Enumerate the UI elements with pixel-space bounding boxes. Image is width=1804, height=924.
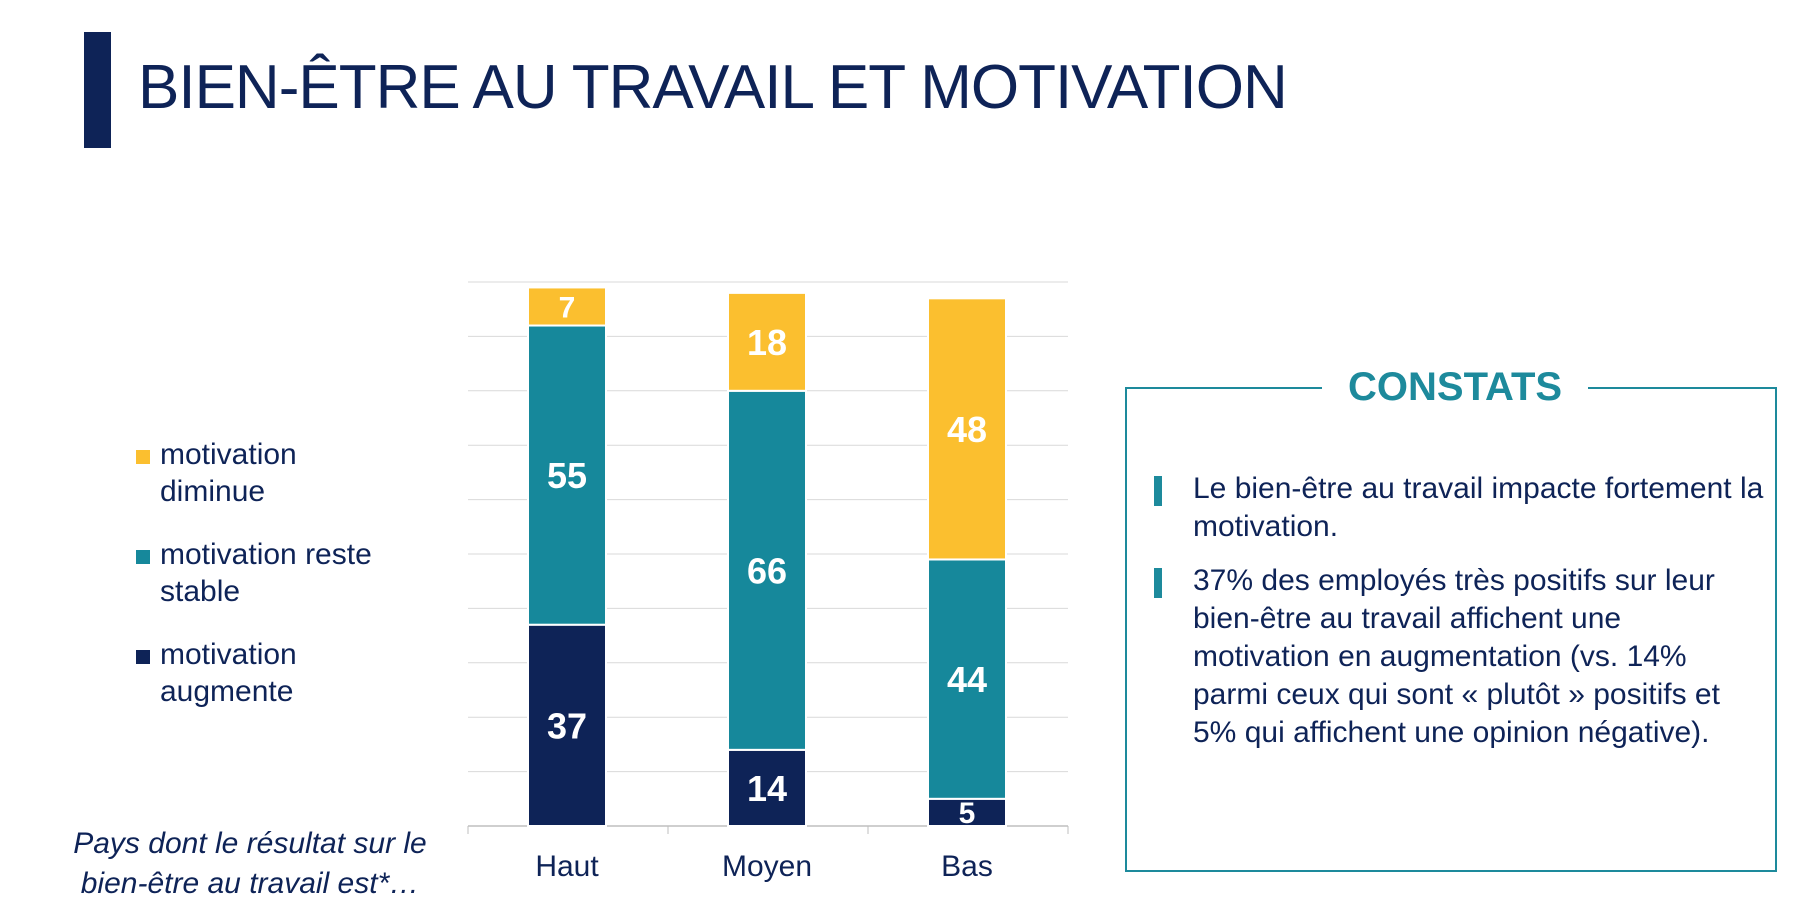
constats-bullet-text: Le bien-être au travail impacte fortemen… — [1193, 472, 1764, 543]
data-label: 5 — [959, 797, 976, 830]
constats-title: CONSTATS — [1322, 365, 1589, 410]
constats-bullet-text: 37% des employés très positifs sur leur … — [1193, 564, 1720, 749]
data-label: 55 — [547, 455, 587, 496]
legend-swatch-diminue — [136, 450, 150, 464]
constats-bullet: 37% des employés très positifs sur leur … — [1154, 562, 1764, 752]
page-title: BIEN-ÊTRE AU TRAVAIL ET MOTIVATION — [138, 53, 1288, 122]
bar-segment — [727, 291, 807, 392]
bullet-bar-icon — [1154, 568, 1162, 598]
legend-item-stable: motivation reste stable — [136, 536, 376, 610]
constats-bullet: Le bien-être au travail impacte fortemen… — [1154, 470, 1764, 546]
data-label: 48 — [947, 409, 987, 450]
constats-bullets: Le bien-être au travail impacte fortemen… — [1154, 470, 1764, 768]
bar-segment — [527, 286, 607, 327]
bar-segment — [527, 324, 607, 626]
legend-swatch-stable — [136, 550, 150, 564]
bar-segment — [727, 389, 807, 751]
legend-label-augmente: motivation augmente — [160, 638, 297, 708]
data-label: 44 — [947, 659, 987, 700]
category-label: Moyen — [722, 850, 812, 883]
legend-label-stable: motivation reste stable — [160, 538, 372, 608]
legend-item-augmente: motivation augmente — [136, 636, 376, 710]
category-label: Haut — [535, 850, 599, 883]
bullet-bar-icon — [1154, 476, 1162, 506]
data-label: 37 — [547, 705, 587, 746]
bar-segment — [927, 297, 1007, 561]
legend-item-diminue: motivation diminue — [136, 436, 376, 510]
data-label: 18 — [747, 322, 787, 363]
bar-segment — [727, 748, 807, 828]
legend-label-diminue: motivation diminue — [160, 438, 297, 508]
data-label: 66 — [747, 550, 787, 591]
title-accent-bar — [84, 32, 111, 148]
bar-segment — [927, 558, 1007, 800]
bar-segment — [927, 797, 1007, 827]
chart-caption: Pays dont le résultat sur le bien-être a… — [73, 827, 427, 900]
data-label: 14 — [747, 768, 787, 809]
category-label: Bas — [941, 850, 993, 883]
legend-swatch-augmente — [136, 650, 150, 664]
chart-legend: motivation diminue motivation reste stab… — [136, 436, 376, 736]
bar-segment — [527, 623, 607, 827]
data-label: 7 — [559, 291, 576, 324]
